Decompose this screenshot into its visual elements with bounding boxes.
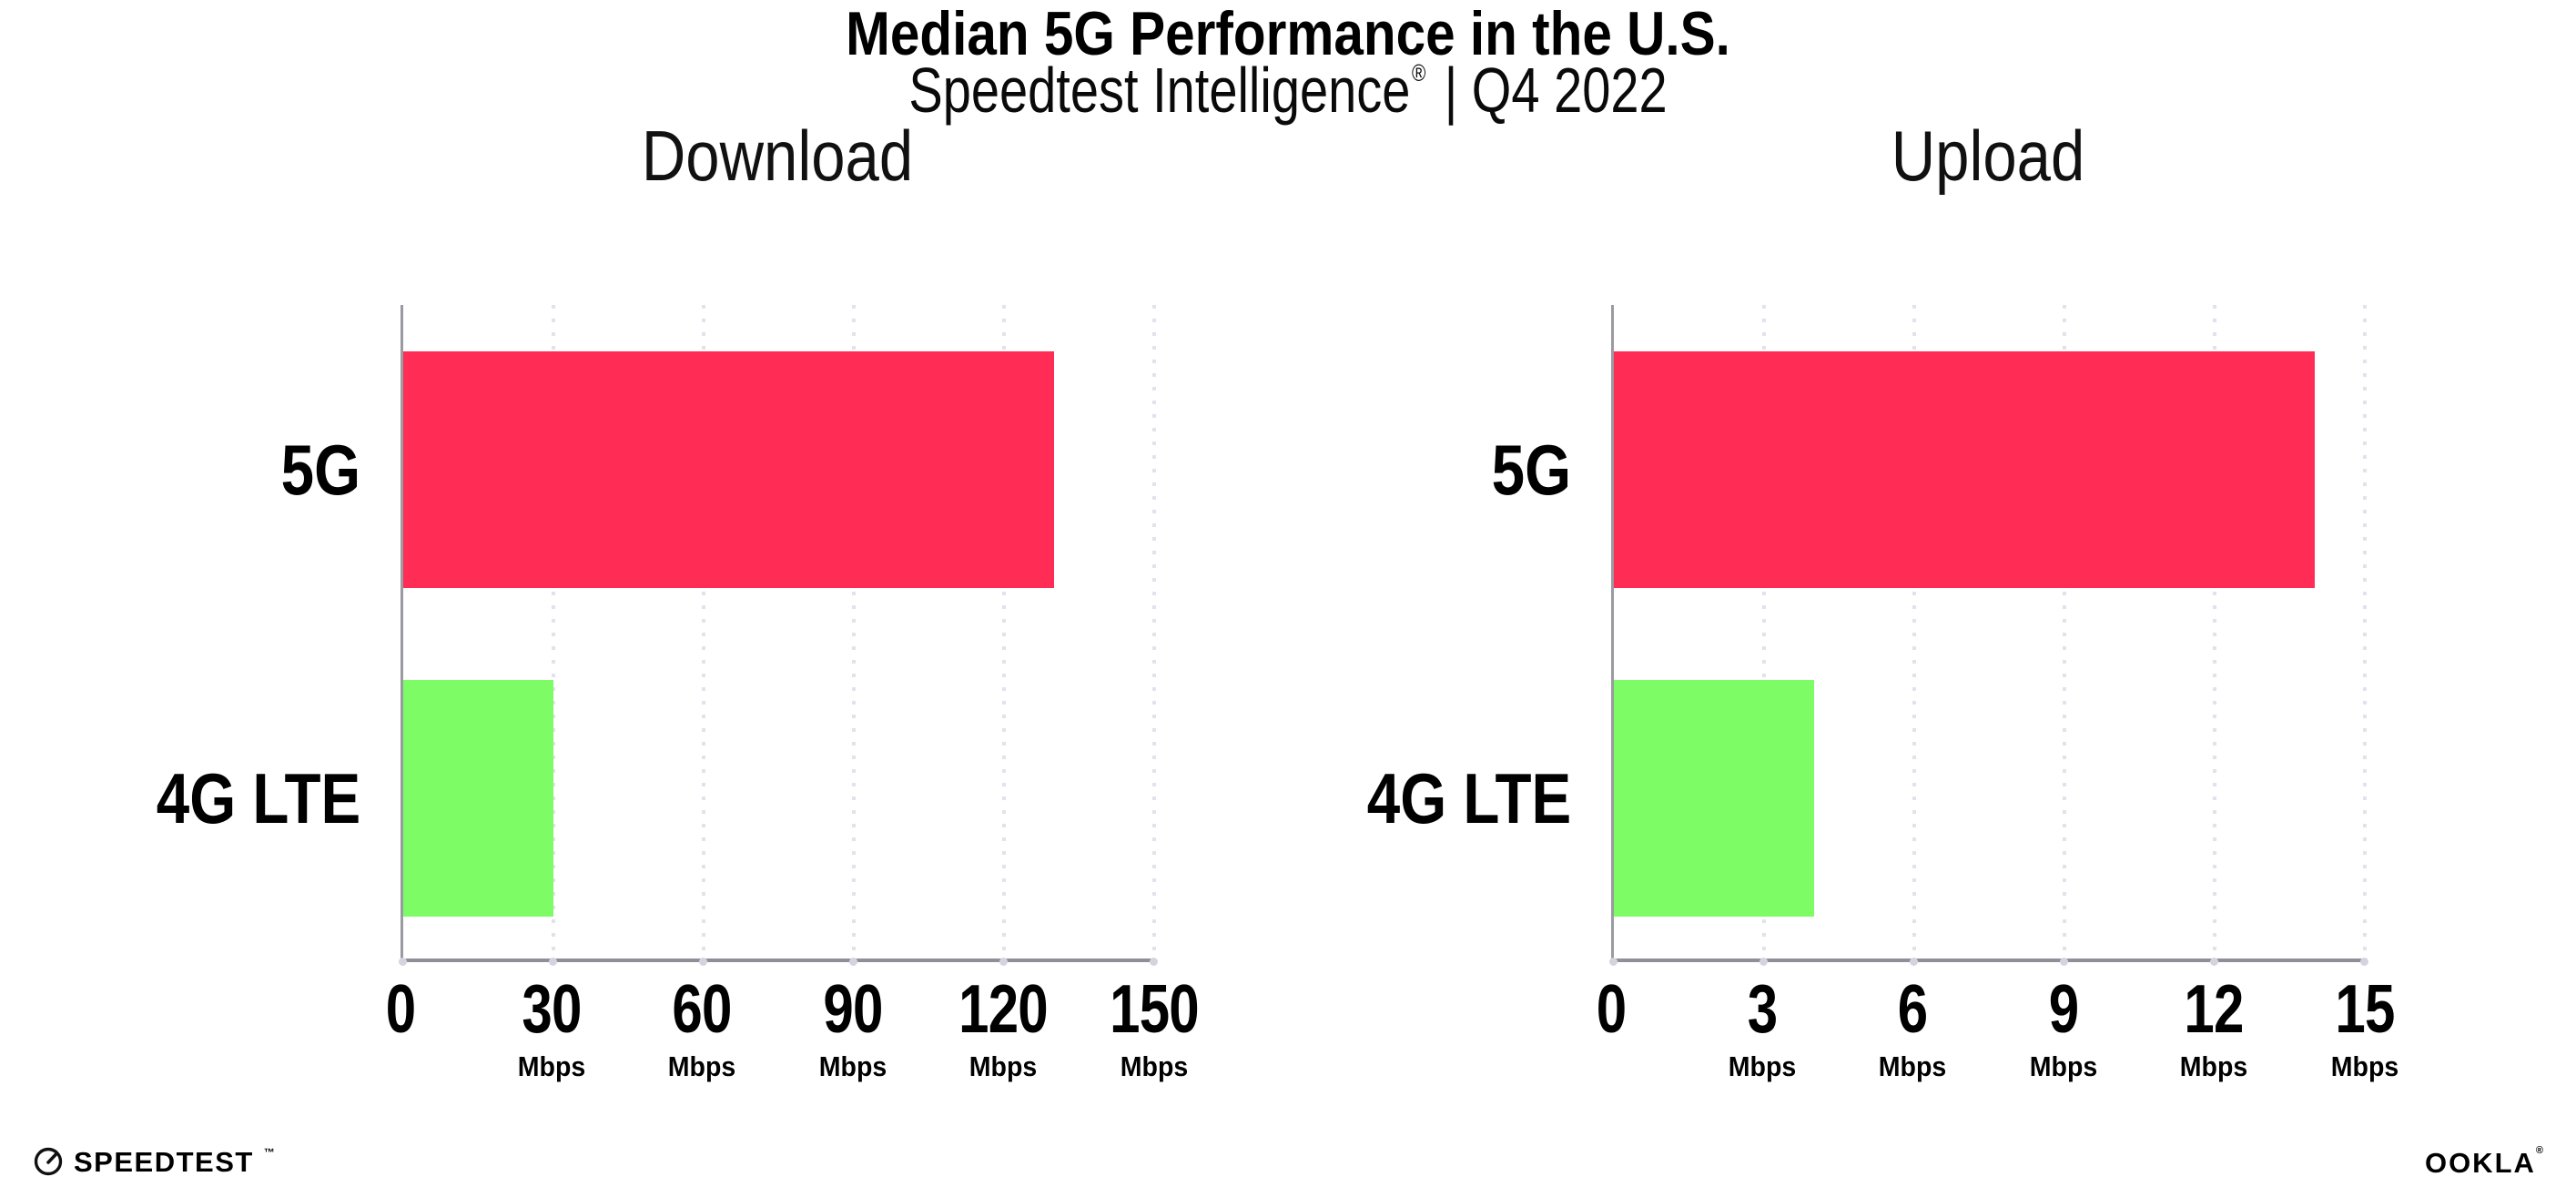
speedtest-logo-text: SPEEDTEST xyxy=(74,1145,254,1178)
x-tick-number: 12 xyxy=(2184,970,2245,1047)
axis-tick-dot xyxy=(399,958,407,966)
x-tick-number: 9 xyxy=(2048,970,2079,1047)
x-tick-unit: Mbps xyxy=(2330,1050,2399,1082)
axis-tick-dot xyxy=(849,958,857,966)
gridline xyxy=(852,305,856,959)
chart-title-download: Download xyxy=(641,116,914,196)
gridline xyxy=(2213,305,2216,959)
bar-4g-lte xyxy=(1614,679,1814,917)
y-axis-labels: 5G 4G LTE xyxy=(82,305,401,962)
gridline xyxy=(552,305,555,959)
gridline xyxy=(1762,305,1766,959)
y-axis-label-5g: 5G xyxy=(1491,429,1571,510)
x-tick-unit: Mbps xyxy=(1728,1050,1796,1082)
x-tick-unit: Mbps xyxy=(818,1050,887,1082)
x-tick-number: 120 xyxy=(958,970,1050,1047)
x-tick: 90 Mbps xyxy=(816,970,889,1082)
ookla-logo-text: OOKLA xyxy=(2424,1147,2536,1179)
x-tick-number: 30 xyxy=(522,970,582,1047)
x-tick-unit: Mbps xyxy=(1878,1050,1947,1082)
page-subtitle: Speedtest Intelligence® | Q4 2022 xyxy=(258,58,2318,122)
speedtest-gauge-icon xyxy=(33,1146,64,1177)
subtitle-period: | Q4 2022 xyxy=(1444,55,1668,126)
x-axis: 0 30 Mbps 60 Mbps 90 Mbps 120 Mbps 150 Mbps xyxy=(386,962,1200,1099)
ookla-logo: OOKLA ® xyxy=(2424,1145,2543,1179)
gridline xyxy=(2063,305,2066,959)
y-axis-label-5g: 5G xyxy=(280,429,360,510)
x-tick-number: 60 xyxy=(672,970,733,1047)
x-tick-number: 6 xyxy=(1897,970,1928,1047)
x-tick-unit: Mbps xyxy=(667,1050,736,1082)
x-tick-unit: Mbps xyxy=(2180,1050,2248,1082)
x-tick: 15 Mbps xyxy=(2328,970,2401,1082)
x-tick: 3 Mbps xyxy=(1725,970,1799,1082)
gridline xyxy=(1002,305,1006,959)
axis-tick-dot xyxy=(1609,958,1618,966)
x-tick-unit: Mbps xyxy=(2029,1050,2098,1082)
x-tick-unit: Mbps xyxy=(517,1050,585,1082)
x-tick: 150 Mbps xyxy=(1099,970,1210,1082)
chart-title-upload: Upload xyxy=(1891,116,2085,196)
upload-chart: Upload 5G 4G LTE 0 3 Mbps 6 Mbps 9 Mbps 12 Mbps 1… xyxy=(1293,116,2399,1099)
x-tick-number: 15 xyxy=(2335,970,2395,1047)
x-tick: 9 Mbps xyxy=(2026,970,2100,1082)
download-chart: Download 5G 4G LTE 0 30 Mbps 60 Mbps 90 Mbps 12… xyxy=(82,116,1200,1099)
plot-area xyxy=(399,305,1158,966)
x-tick-number: 3 xyxy=(1747,970,1777,1047)
axis-tick-dot xyxy=(1910,958,1918,966)
page-title: Median 5G Performance in the U.S. xyxy=(846,0,1730,68)
x-tick-unit: Mbps xyxy=(1120,1050,1189,1082)
trademark-mark: ™ xyxy=(263,1146,275,1159)
y-axis-label-4g-lte: 4G LTE xyxy=(156,757,360,838)
y-axis-labels: 5G 4G LTE xyxy=(1293,305,1611,962)
x-tick: 30 Mbps xyxy=(514,970,588,1082)
subtitle-brand: Speedtest Intelligence xyxy=(908,55,1411,126)
axis-tick-dot xyxy=(2060,958,2068,966)
axis-tick-dot xyxy=(1760,958,1768,966)
axis-tick-dot xyxy=(2360,958,2368,966)
registered-mark: ® xyxy=(1412,59,1426,86)
plot-area xyxy=(1609,305,2368,966)
x-axis: 0 3 Mbps 6 Mbps 9 Mbps 12 Mbps 15 Mbps xyxy=(1597,962,2399,1099)
speedtest-logo: SPEEDTEST ™ xyxy=(33,1146,275,1177)
axis-tick-dot xyxy=(1150,958,1158,966)
x-tick: 6 Mbps xyxy=(1876,970,1950,1082)
x-tick: 12 Mbps xyxy=(2177,970,2251,1082)
x-tick-number: 0 xyxy=(385,970,416,1047)
x-tick-number: 0 xyxy=(1596,970,1627,1047)
gridline xyxy=(1152,305,1156,959)
x-tick-number: 150 xyxy=(1110,970,1200,1047)
bar-5g xyxy=(403,350,1054,588)
x-tick: 0 xyxy=(382,975,420,1043)
axis-tick-dot xyxy=(549,958,557,966)
x-tick: 120 Mbps xyxy=(948,970,1059,1082)
axis-tick-dot xyxy=(699,958,707,966)
y-axis-label-4g-lte: 4G LTE xyxy=(1366,757,1571,838)
gridline xyxy=(1912,305,1916,959)
x-tick: 0 xyxy=(1593,975,1630,1043)
x-tick-number: 90 xyxy=(823,970,883,1047)
axis-tick-dot xyxy=(999,958,1008,966)
x-tick: 60 Mbps xyxy=(664,970,738,1082)
bar-5g xyxy=(1614,350,2315,588)
registered-mark: ® xyxy=(2535,1145,2543,1156)
bar-4g-lte xyxy=(403,679,553,917)
x-tick-unit: Mbps xyxy=(969,1050,1038,1082)
gridline xyxy=(2363,305,2367,959)
axis-tick-dot xyxy=(2210,958,2218,966)
gridline xyxy=(702,305,705,959)
